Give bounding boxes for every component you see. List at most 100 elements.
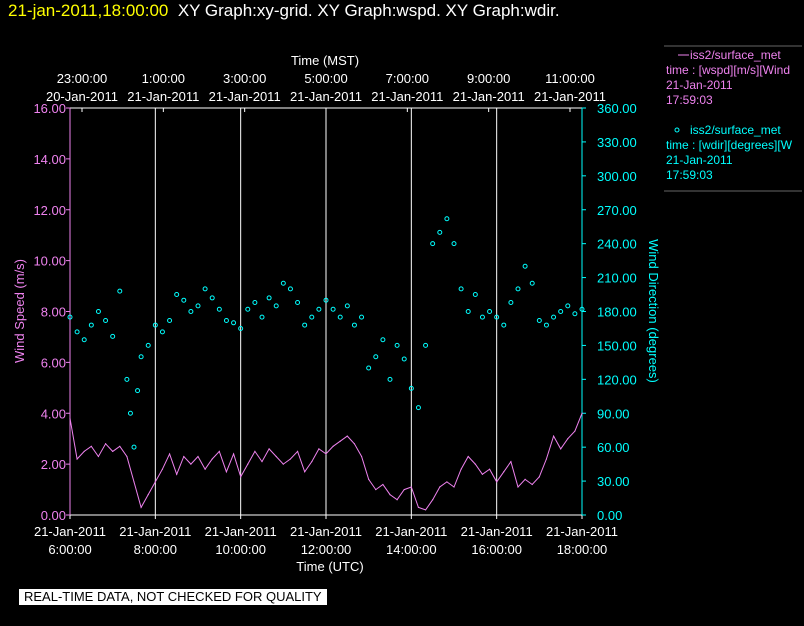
legend: iss2/surface_met time : [wspd][m/s][Wind…	[662, 45, 804, 195]
wind-speed-point	[446, 481, 448, 483]
wind-speed-point	[318, 448, 320, 450]
wind-speed-point	[545, 458, 548, 460]
wind-direction-point	[181, 297, 187, 303]
wind-speed-point	[460, 468, 462, 470]
wind-direction-point	[195, 303, 201, 309]
wind-speed-point	[432, 499, 434, 501]
wind-speed-point	[133, 481, 135, 483]
wind-speed-point	[197, 455, 199, 458]
wind-speed-point	[410, 486, 412, 488]
wind-direction-point	[152, 322, 158, 328]
wind-speed-point	[567, 438, 569, 440]
wind-direction-point	[259, 314, 265, 320]
legend-dir-swatch	[674, 127, 680, 133]
wind-direction-point	[366, 365, 372, 371]
wind-direction-point	[323, 297, 329, 303]
wind-speed-point	[261, 460, 263, 463]
wind-direction-point	[67, 314, 73, 320]
bottom-tick-date: 21-Jan-2011	[205, 524, 277, 539]
wind-direction-point	[472, 292, 478, 298]
series-layer	[67, 216, 585, 511]
wind-speed-point	[581, 412, 583, 414]
left-axis-label: Wind Speed (m/s)	[12, 259, 27, 363]
wind-speed-point	[453, 486, 455, 488]
wind-direction-point	[231, 320, 237, 326]
legend-dir-time: 17:59:03	[666, 168, 713, 182]
wind-direction-point	[551, 314, 557, 320]
wind-speed-point	[304, 471, 306, 473]
wind-speed-point	[190, 463, 192, 465]
bottom-tick-time: 16:00:00	[471, 542, 522, 557]
wind-speed-point	[112, 450, 114, 453]
wind-direction-point	[124, 376, 130, 382]
wind-speed-point	[439, 486, 441, 488]
wind-speed-point	[126, 455, 128, 458]
wind-direction-point	[81, 337, 87, 343]
wind-direction-point	[295, 299, 301, 305]
legend-speed-time: 17:59:03	[666, 93, 713, 107]
wind-direction-point	[494, 314, 500, 320]
wind-direction-point	[138, 354, 144, 360]
bottom-tick-date: 21-Jan-2011	[375, 524, 447, 539]
right-tick-label: 0.00	[597, 508, 622, 523]
wind-speed-point	[147, 494, 149, 496]
wind-direction-point	[309, 314, 315, 320]
tick-labels: 21-Jan-2011 6:00:00 21-Jan-2011 8:00:00 21-J…	[33, 71, 636, 557]
wind-direction-point	[316, 306, 322, 312]
top-tick-date: 21-Jan-2011	[453, 89, 525, 104]
wind-direction-point	[188, 309, 194, 314]
axes	[66, 107, 586, 519]
wind-speed-point	[503, 471, 505, 473]
left-tick-label: 8.00	[41, 305, 66, 320]
wind-speed-point	[552, 435, 555, 437]
wind-direction-point	[131, 444, 137, 450]
wind-direction-point	[465, 309, 471, 314]
wind-speed-point	[247, 463, 249, 465]
wind-speed-point	[232, 453, 235, 455]
legend-speed-date: 21-Jan-2011	[666, 78, 733, 92]
bottom-tick-time: 6:00:00	[48, 542, 91, 557]
wind-direction-point	[387, 376, 393, 382]
legend-speed-name: iss2/surface_met	[690, 48, 781, 62]
wind-speed-point	[332, 445, 334, 447]
wind-speed-point	[389, 494, 391, 496]
wind-direction-point	[508, 299, 514, 305]
wind-direction-point	[380, 337, 386, 343]
wind-speed-point	[339, 440, 341, 442]
right-tick-label: 30.00	[597, 474, 630, 489]
top-tick-date: 21-Jan-2011	[127, 89, 199, 104]
right-tick-label: 330.00	[597, 135, 637, 150]
wind-direction-point	[444, 216, 450, 222]
wind-speed-point	[531, 483, 533, 486]
wind-speed-point	[488, 468, 491, 470]
header-timestamp: 21-jan-2011,18:00:00	[8, 1, 169, 20]
wind-speed-point	[368, 478, 370, 480]
wind-speed-point	[496, 481, 498, 483]
left-tick-label: 14.00	[33, 152, 66, 167]
wind-direction-point	[127, 410, 133, 416]
right-tick-label: 210.00	[597, 271, 637, 286]
wind-direction-point	[415, 405, 421, 411]
wind-direction-point	[487, 309, 493, 314]
wind-speed-point	[375, 488, 377, 491]
wind-speed-point	[481, 473, 484, 475]
wind-speed-point	[140, 506, 142, 508]
wind-direction-point	[451, 241, 457, 247]
wind-speed-point	[83, 450, 85, 453]
wind-speed-point	[353, 443, 356, 445]
wind-speed-point	[467, 455, 469, 458]
wind-direction-point	[529, 280, 535, 286]
wind-speed-point	[474, 463, 476, 465]
wind-direction-point	[522, 263, 528, 269]
wind-speed-point	[183, 455, 185, 458]
left-tick-label: 12.00	[33, 203, 66, 218]
wind-speed-point	[346, 435, 348, 437]
wind-direction-point	[209, 295, 215, 301]
wind-speed-point	[69, 417, 71, 419]
legend-speed-expr: time : [wspd][m/s][Wind	[666, 63, 791, 77]
right-tick-label: 180.00	[597, 305, 637, 320]
right-tick-label: 90.00	[597, 406, 630, 421]
wind-direction-point	[117, 288, 123, 294]
wind-speed-point	[240, 476, 242, 478]
